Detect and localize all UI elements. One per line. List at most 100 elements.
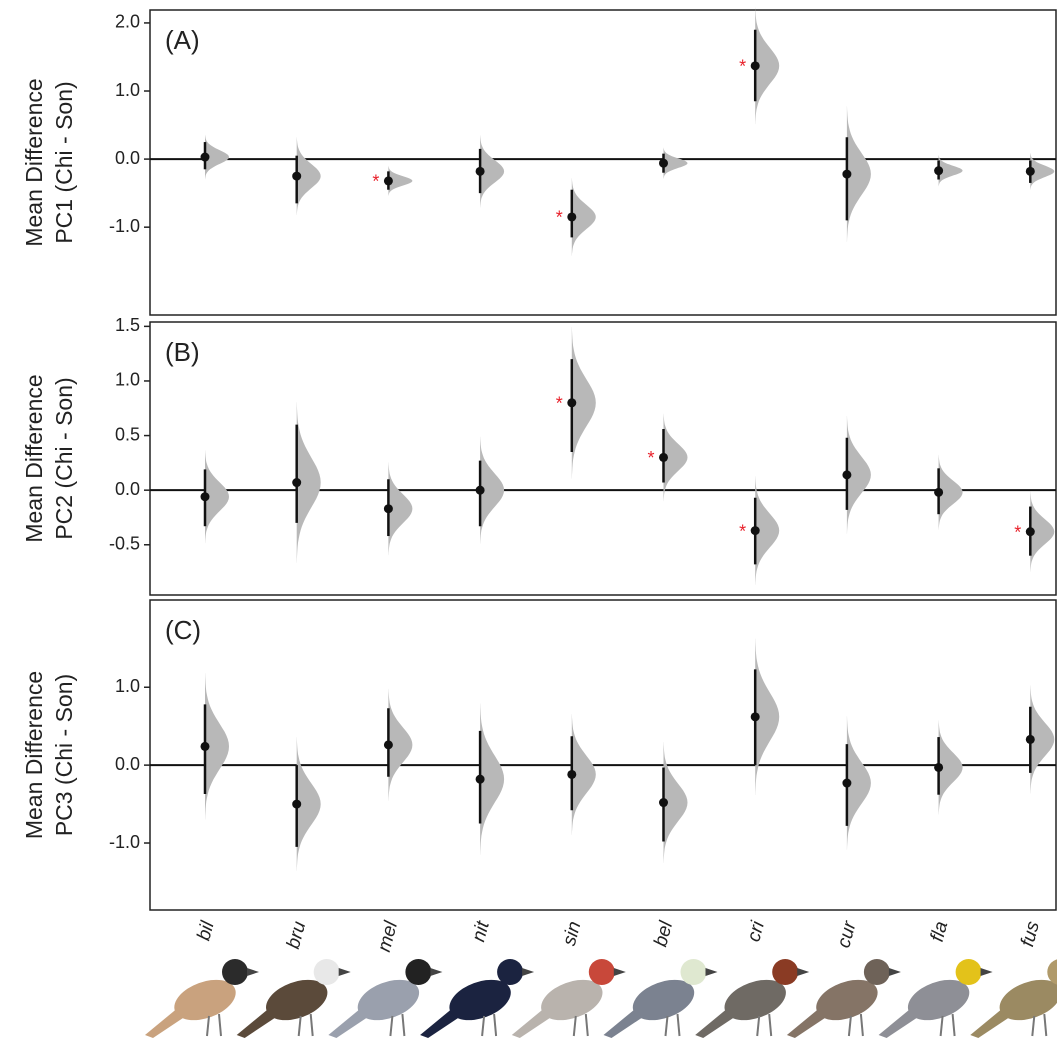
mean-point bbox=[1025, 527, 1035, 537]
panel-label: (B) bbox=[165, 337, 200, 367]
mean-point bbox=[934, 487, 944, 497]
bird-head bbox=[497, 959, 524, 985]
distribution bbox=[663, 742, 688, 863]
significance-star: * bbox=[739, 57, 746, 77]
bird-body bbox=[999, 979, 1057, 1021]
mean-point bbox=[659, 452, 668, 462]
bird-head bbox=[588, 959, 615, 985]
panel-label: (A) bbox=[165, 25, 200, 55]
bird-leg bbox=[572, 1015, 577, 1037]
x-tick-label: fla bbox=[927, 919, 952, 944]
distribution bbox=[205, 134, 229, 180]
y-tick-label: 1.0 bbox=[115, 370, 140, 390]
mean-point bbox=[383, 740, 393, 750]
distribution bbox=[755, 476, 780, 585]
significance-star: * bbox=[647, 448, 654, 468]
bird-head bbox=[863, 959, 890, 985]
distribution bbox=[296, 402, 321, 563]
bird-head bbox=[680, 959, 707, 985]
mean-point bbox=[292, 171, 302, 181]
mean-point bbox=[1025, 734, 1035, 744]
x-tick-label: mel bbox=[374, 918, 402, 954]
y-tick-label: 0.0 bbox=[115, 754, 140, 774]
x-tick-label: fus bbox=[1017, 919, 1044, 949]
bird-leg bbox=[1043, 1013, 1048, 1037]
distribution bbox=[571, 327, 596, 479]
bird-leg bbox=[218, 1013, 222, 1037]
bird-leg bbox=[389, 1015, 394, 1037]
mean-point bbox=[567, 769, 577, 779]
distribution bbox=[388, 165, 413, 196]
y-axis-label: PC3 (Chi - Son) bbox=[51, 674, 77, 836]
distribution bbox=[1030, 153, 1055, 190]
y-axis-label: PC1 (Chi - Son) bbox=[51, 81, 77, 243]
bird-body bbox=[724, 979, 786, 1021]
mean-point bbox=[842, 470, 852, 480]
y-tick-label: -0.5 bbox=[109, 534, 140, 554]
mean-point bbox=[475, 166, 485, 176]
mean-point bbox=[659, 158, 668, 168]
bird-icon bbox=[878, 959, 993, 1038]
y-tick-label: 0.5 bbox=[115, 424, 140, 444]
bird-leg bbox=[676, 1013, 681, 1037]
distribution bbox=[938, 155, 963, 187]
significance-star: * bbox=[556, 394, 563, 414]
x-tick-label: nit bbox=[468, 918, 494, 944]
panel-label: (C) bbox=[165, 615, 201, 645]
x-tick-label: sin bbox=[559, 919, 586, 948]
distribution bbox=[1030, 491, 1055, 572]
y-axis-label: Mean Difference bbox=[21, 78, 47, 246]
distribution bbox=[938, 454, 963, 530]
distribution bbox=[755, 638, 780, 796]
bird-body bbox=[357, 979, 420, 1021]
distribution bbox=[296, 737, 321, 871]
y-tick-label: 0.0 bbox=[115, 479, 140, 499]
mean-point bbox=[383, 504, 393, 514]
mean-point bbox=[750, 712, 760, 722]
mean-point bbox=[200, 152, 210, 162]
distribution bbox=[480, 703, 505, 855]
distribution bbox=[663, 147, 688, 179]
bird-leg bbox=[584, 1013, 589, 1037]
bird-icon bbox=[970, 959, 1057, 1038]
bird-icon bbox=[328, 959, 443, 1038]
plot-frame bbox=[149, 321, 1057, 596]
bird-leg bbox=[847, 1015, 852, 1037]
bird-beak bbox=[705, 968, 718, 976]
y-tick-label: 0.0 bbox=[115, 148, 140, 168]
distribution bbox=[296, 137, 321, 216]
y-tick-label: 1.5 bbox=[115, 315, 140, 335]
distribution bbox=[755, 7, 780, 125]
distribution bbox=[846, 416, 871, 534]
bird-body bbox=[266, 979, 328, 1021]
mean-point bbox=[750, 526, 760, 536]
distribution bbox=[205, 450, 229, 544]
mean-point bbox=[842, 778, 852, 788]
bird-beak bbox=[430, 968, 443, 976]
bird-icon bbox=[786, 959, 901, 1038]
distribution bbox=[663, 413, 688, 502]
bird-beak bbox=[338, 968, 351, 976]
x-tick-label: bil bbox=[193, 918, 218, 943]
mean-point bbox=[750, 61, 760, 71]
bird-body bbox=[449, 979, 511, 1021]
y-tick-label: -1.0 bbox=[109, 216, 140, 236]
mean-point bbox=[567, 398, 577, 408]
mean-point bbox=[934, 762, 944, 772]
plot-frame bbox=[149, 599, 1057, 911]
mean-point bbox=[659, 798, 668, 808]
bird-body bbox=[816, 979, 878, 1021]
mean-point bbox=[567, 212, 577, 222]
mean-point bbox=[383, 176, 393, 186]
y-tick-label: 1.0 bbox=[115, 80, 140, 100]
bird-leg bbox=[939, 1015, 944, 1037]
distribution bbox=[205, 673, 229, 820]
bird-leg bbox=[297, 1015, 302, 1037]
x-tick-label: cri bbox=[743, 918, 769, 944]
distribution bbox=[480, 135, 505, 208]
y-tick-label: -1.0 bbox=[109, 832, 140, 852]
distribution bbox=[846, 106, 871, 242]
x-tick-label: bel bbox=[650, 918, 677, 949]
x-tick-label: cur bbox=[833, 919, 860, 951]
